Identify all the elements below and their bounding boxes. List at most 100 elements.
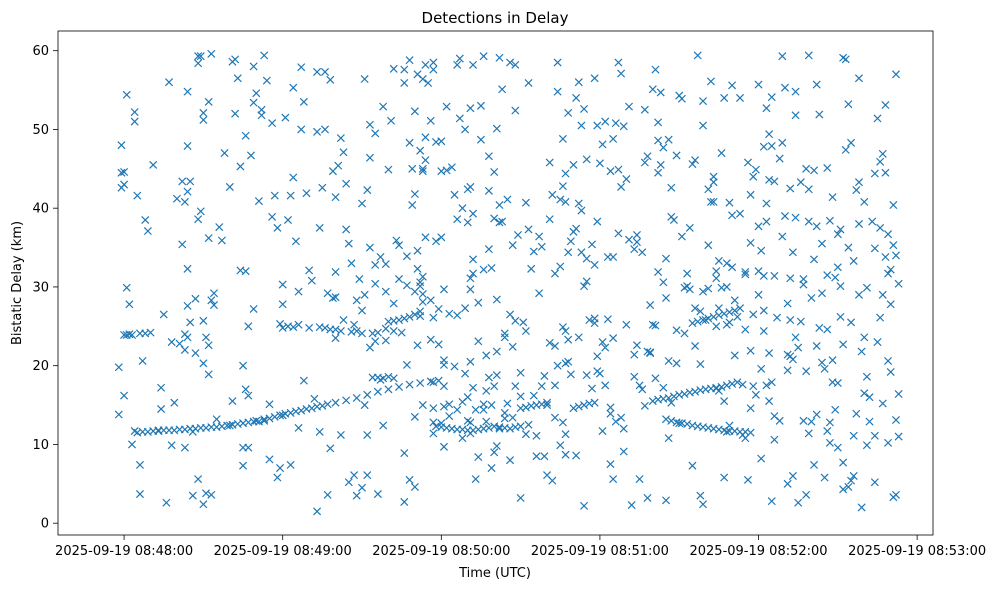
data-point [529, 247, 538, 256]
data-point [500, 333, 509, 342]
data-point [878, 399, 887, 408]
data-point [474, 337, 483, 346]
data-point [471, 475, 480, 484]
data-point [410, 107, 419, 116]
data-point [540, 452, 549, 461]
x-tick-label: 2025-09-19 08:52:00 [689, 544, 827, 559]
data-point [461, 369, 470, 378]
data-point [339, 148, 348, 157]
data-point [379, 102, 388, 111]
data-point-track-c [307, 404, 316, 413]
data-point [693, 51, 702, 60]
data-point [537, 242, 546, 251]
data-point [117, 168, 126, 177]
data-point-track-c [270, 412, 279, 421]
data-point [622, 320, 631, 329]
data-point [484, 186, 493, 195]
data-point [823, 271, 832, 280]
data-point [469, 255, 478, 264]
data-point [429, 404, 438, 413]
data-point [355, 275, 364, 284]
data-point [714, 256, 723, 265]
data-point [313, 67, 322, 76]
data-point [886, 300, 895, 309]
data-point-track-h [691, 387, 700, 396]
data-point [125, 300, 134, 309]
data-point [804, 51, 813, 60]
data-point [402, 252, 411, 261]
data-point [704, 284, 713, 293]
data-point [709, 178, 718, 187]
data-point [442, 166, 451, 175]
data-point-track-i [661, 415, 671, 424]
data-point-track-j [698, 315, 708, 325]
data-point [458, 204, 467, 213]
data-point [580, 501, 589, 510]
data-point [876, 313, 885, 322]
data-point [231, 109, 240, 118]
data-point [556, 262, 565, 271]
data-point [120, 180, 129, 189]
data-point [876, 157, 885, 166]
data-point [580, 104, 589, 113]
data-point [654, 136, 663, 145]
data-point [495, 424, 504, 433]
data-point [759, 327, 768, 336]
data-point [365, 343, 374, 352]
data-point [841, 55, 850, 64]
data-point [299, 376, 308, 385]
data-point [178, 177, 187, 186]
data-point [183, 301, 192, 310]
data-point [585, 315, 594, 325]
data-point [199, 108, 208, 117]
data-point [590, 260, 599, 269]
data-point [492, 124, 501, 133]
data-point-track-d [373, 328, 382, 337]
data-point [186, 177, 195, 186]
data-point [654, 118, 663, 127]
data-point-track-g [484, 423, 493, 432]
data-point [593, 352, 602, 361]
data-point [765, 175, 774, 184]
data-point [371, 337, 380, 346]
data-point-track-c [384, 385, 393, 394]
data-point [762, 381, 771, 390]
data-point [305, 323, 314, 332]
data-point-track-i [667, 416, 676, 425]
data-point [492, 347, 501, 356]
data-point [167, 441, 176, 450]
data-point [357, 199, 367, 208]
data-point [315, 223, 324, 232]
data-point [360, 290, 369, 299]
data-point [661, 254, 671, 263]
data-point [524, 225, 533, 234]
data-point [638, 248, 647, 257]
data-point [453, 60, 462, 69]
data-point [635, 475, 644, 484]
data-point [643, 493, 652, 503]
data-point [503, 195, 512, 204]
data-point [698, 500, 708, 509]
data-point [817, 239, 826, 248]
data-point [831, 273, 840, 282]
data-point [619, 447, 628, 456]
data-point [722, 259, 731, 268]
y-tick-label: 60 [32, 44, 49, 59]
data-point-track-f [405, 312, 414, 321]
data-point [767, 378, 776, 387]
data-point [828, 193, 837, 202]
data-point [508, 342, 517, 351]
data-point [741, 434, 750, 443]
data-point [130, 427, 139, 436]
data-point [466, 182, 475, 191]
data-point [516, 392, 525, 401]
data-point [482, 417, 491, 426]
data-point [630, 372, 639, 381]
data-point [535, 232, 544, 241]
data-point-track-l [590, 398, 599, 407]
data-point-track-h [664, 393, 673, 402]
data-point [381, 287, 390, 296]
data-point-track-j [688, 319, 697, 328]
data-point [180, 197, 189, 206]
data-point [791, 111, 800, 120]
